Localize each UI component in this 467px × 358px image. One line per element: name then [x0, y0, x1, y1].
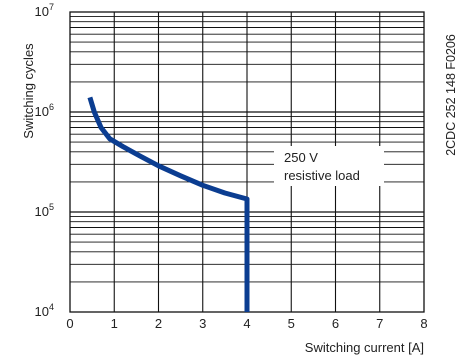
series-line: [87, 96, 250, 312]
x-tick-label: 3: [199, 316, 206, 331]
annotation-line-2: resistive load: [284, 168, 360, 183]
annotation: 250 V resistive load: [274, 146, 384, 186]
x-tick-label: 0: [66, 316, 73, 331]
tick-labels: 0 1 2 3 4 5 6 7 8 104 105 106 107: [35, 2, 428, 331]
y-tick-label: 106: [35, 102, 54, 119]
x-tick-label: 7: [376, 316, 383, 331]
annotation-line-1: 250 V: [284, 150, 318, 165]
x-tick-label: 8: [420, 316, 427, 331]
annotation-background: [274, 146, 384, 186]
x-axis-label: Switching current [A]: [305, 340, 424, 355]
x-tick-label: 6: [332, 316, 339, 331]
x-tick-label: 5: [288, 316, 295, 331]
y-tick-label: 105: [35, 202, 54, 219]
x-tick-label: 1: [111, 316, 118, 331]
y-tick-label: 104: [35, 302, 54, 319]
figure-id: 2CDC 252 148 F0206: [444, 34, 458, 156]
x-tick-label: 2: [155, 316, 162, 331]
x-tick-label: 4: [243, 316, 250, 331]
y-tick-label: 107: [35, 2, 54, 19]
y-axis-label: Switching cycles: [21, 43, 36, 139]
